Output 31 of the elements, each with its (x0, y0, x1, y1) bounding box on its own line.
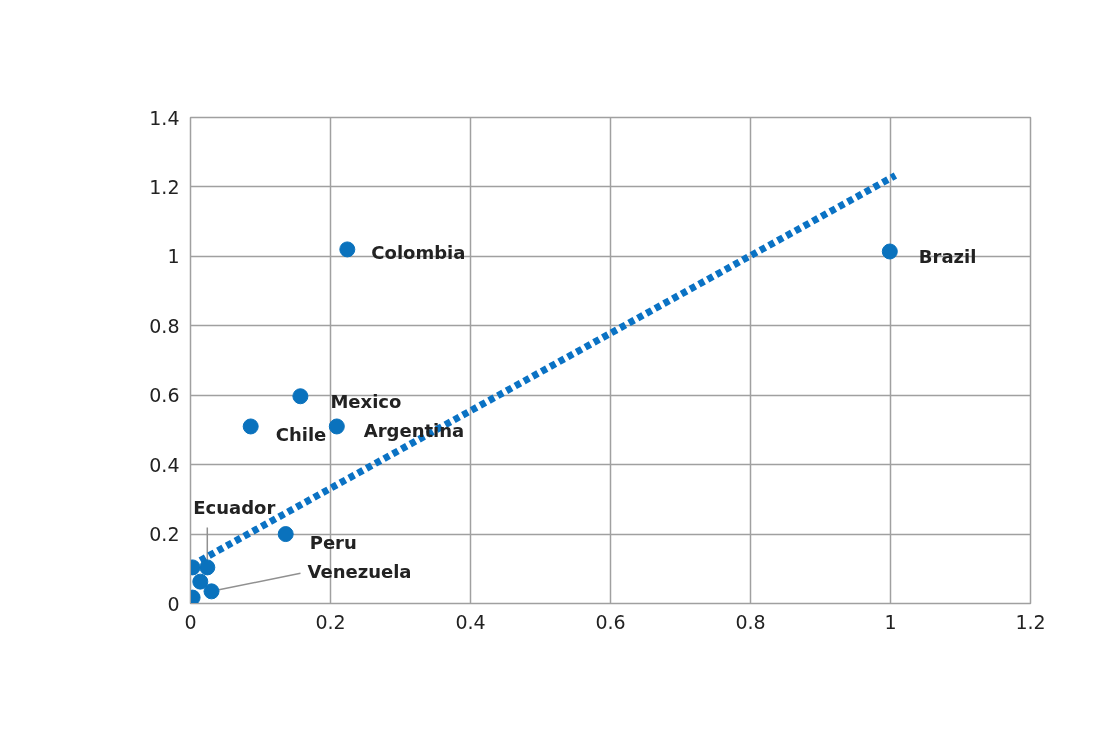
point (192, 573, 209, 590)
x-tick-label: 0.2 (315, 610, 346, 633)
y-tick-label: 1.2 (149, 175, 180, 198)
x-tick-label: 0 (184, 610, 197, 633)
annotation: Mexico (330, 390, 402, 412)
x-tick-label: 0.8 (735, 610, 766, 633)
point (242, 418, 259, 435)
annotation: Colombia (371, 241, 466, 263)
y-tick-label: 1.4 (149, 106, 180, 129)
point (339, 241, 356, 258)
y-tick-label: 0.6 (149, 384, 180, 407)
y-tick-label: 0.2 (149, 523, 180, 546)
point (203, 583, 220, 600)
x-tick-label: 0.4 (455, 610, 486, 633)
x-tick-label: 0.6 (595, 610, 626, 633)
annotation: Chile (275, 423, 327, 445)
x-tick-label: 1.2 (1015, 610, 1046, 633)
x-tick-label: 1 (884, 610, 897, 633)
point (199, 559, 216, 576)
y-tick-label: 1 (167, 245, 180, 268)
annotation: Ecuador (193, 496, 276, 518)
point (292, 388, 309, 405)
point (277, 526, 294, 543)
annotation: Brazil (918, 246, 977, 267)
y-tick-label: 0.8 (149, 314, 180, 337)
point (881, 243, 898, 260)
annotation: Venezuela (307, 560, 412, 582)
annotation: Peru (309, 531, 357, 553)
point (328, 418, 345, 435)
y-tick-label: 0.4 (149, 453, 180, 476)
y-tick-label: 0 (167, 592, 180, 615)
